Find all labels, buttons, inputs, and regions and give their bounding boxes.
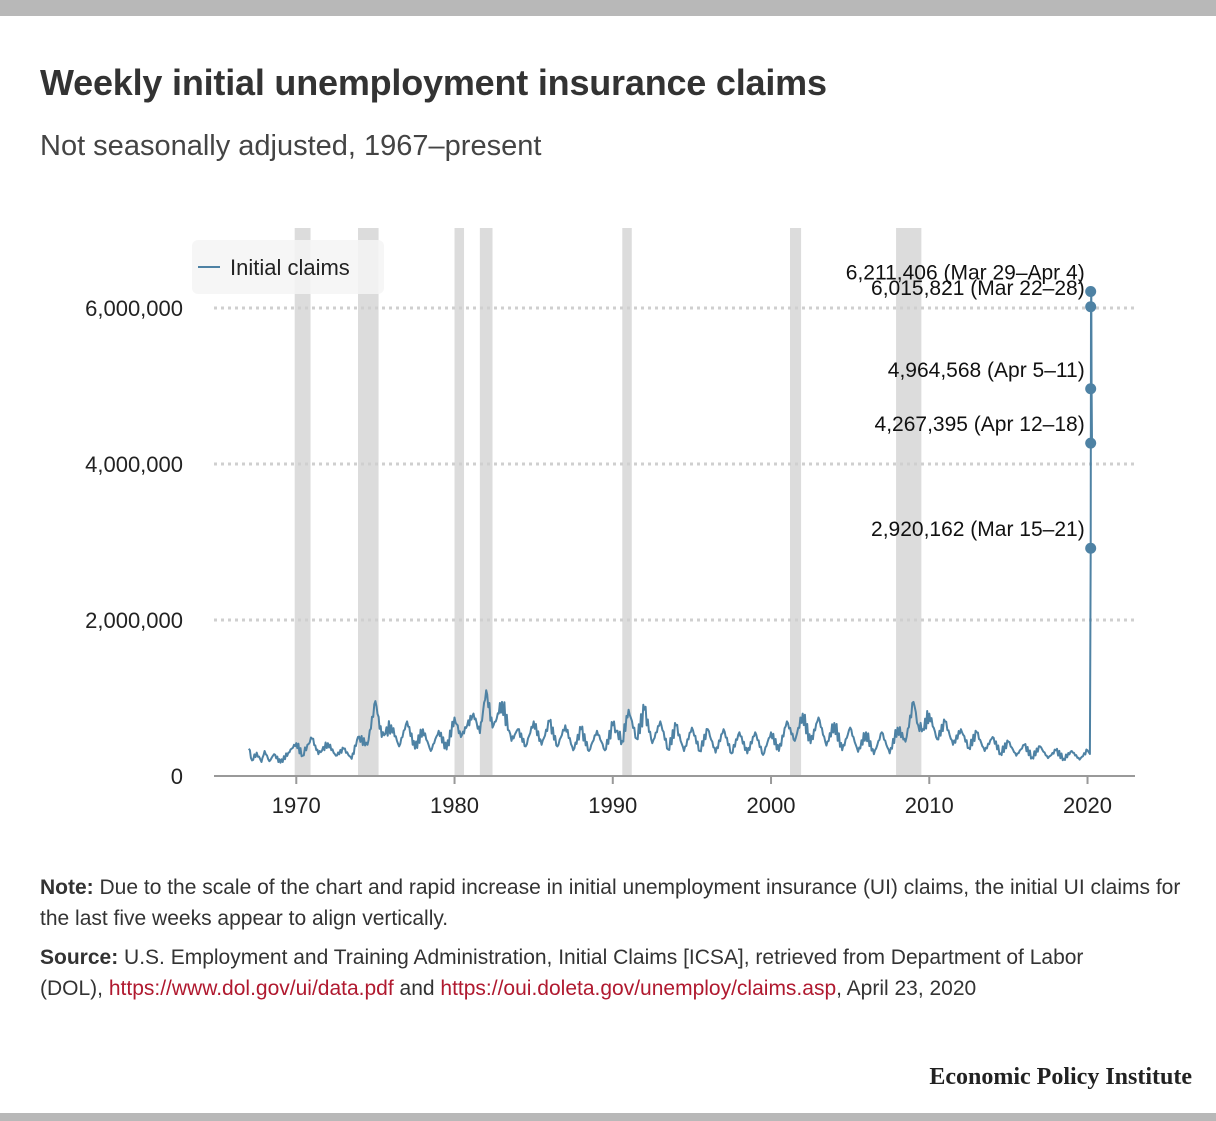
notes: Note: Due to the scale of the chart and … (40, 872, 1190, 1012)
source-paragraph: Source: U.S. Employment and Training Adm… (40, 942, 1190, 1004)
recession-band (790, 228, 802, 776)
data-point (1085, 301, 1097, 313)
data-point (1085, 383, 1097, 395)
x-tick-label: 2020 (1063, 793, 1112, 818)
data-point (1085, 437, 1097, 449)
data-label: 4,964,568 (Apr 5–11) (888, 359, 1085, 382)
data-label: 6,211,406 (Mar 29–Apr 4) (846, 262, 1085, 285)
recession-shading (294, 228, 922, 776)
recession-band (479, 228, 493, 776)
x-tick-label: 1990 (588, 793, 637, 818)
recession-band (896, 228, 922, 776)
legend-label: Initial claims (230, 255, 350, 280)
chart-subtitle: Not seasonally adjusted, 1967–present (40, 130, 542, 162)
series-line-initial-claims (247, 290, 1093, 764)
series-layer (247, 290, 1093, 764)
data-label: 2,920,162 (Mar 15–21) (871, 518, 1085, 541)
bottom-border (0, 1113, 1216, 1121)
source-link-dol-data[interactable]: https://www.dol.gov/ui/data.pdf (108, 977, 394, 1000)
source-date: , April 23, 2020 (836, 977, 977, 1000)
chart-title: Weekly initial unemployment insurance cl… (40, 62, 827, 103)
data-label: 4,267,395 (Apr 12–18) (875, 413, 1085, 436)
note-paragraph: Note: Due to the scale of the chart and … (40, 872, 1190, 934)
data-label: 6,015,821 (Mar 22–28) (871, 277, 1085, 300)
source-and: and (393, 977, 441, 1000)
recession-band (622, 228, 632, 776)
source-label: Source: (40, 946, 119, 969)
data-point (1085, 542, 1097, 554)
source-text-1: U.S. Employment and Training Administrat… (118, 946, 1084, 969)
gridlines (214, 306, 1135, 622)
x-tick-label: 1970 (272, 793, 321, 818)
x-tick-label: 1980 (430, 793, 479, 818)
data-point (1085, 286, 1097, 298)
y-tick-label: 6,000,000 (85, 296, 183, 321)
annotations: 6,211,406 (Mar 29–Apr 4)6,015,821 (Mar 2… (846, 262, 1097, 554)
top-border (0, 0, 1216, 16)
y-tick-label: 2,000,000 (85, 608, 183, 633)
axes: 0 2,000,000 4,000,000 6,000,000 1970 1980 1990… (85, 296, 1135, 818)
source-text-2: (DOL), (40, 977, 109, 1000)
note-label: Note: (40, 876, 94, 899)
recession-band (454, 228, 465, 776)
y-tick-label: 4,000,000 (85, 452, 183, 477)
recession-band (294, 228, 311, 776)
legend: Initial claims (192, 240, 384, 294)
y-tick-label: 0 (171, 764, 183, 789)
recession-band (358, 228, 379, 776)
legend-background (192, 240, 384, 294)
line-chart: 0 2,000,000 4,000,000 6,000,000 1970 1980 1990… (85, 228, 1135, 818)
x-tick-label: 2010 (905, 793, 954, 818)
x-tick-label: 2000 (747, 793, 796, 818)
brand-logo: Economic Policy Institute (929, 1064, 1192, 1090)
source-link-claims[interactable]: https://oui.doleta.gov/unemploy/claims.a… (440, 977, 837, 1000)
note-text: Due to the scale of the chart and rapid … (40, 876, 1181, 930)
